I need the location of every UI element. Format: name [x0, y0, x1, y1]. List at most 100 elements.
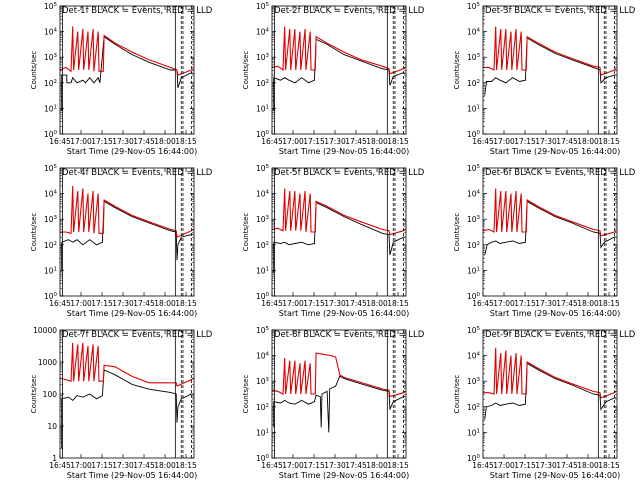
y-tick-label: 101 — [44, 266, 57, 275]
panel-title: Det-4f BLACK = Events, RED = LLD — [62, 168, 213, 178]
y-tick-label: 103 — [44, 215, 58, 224]
x-axis-label: Start Time (29-Nov-05 16:44:00) — [490, 147, 620, 156]
x-tick-label: 17:00 — [282, 461, 304, 470]
panel-title: Det-7f BLACK = Events, RED = LLD — [62, 330, 213, 340]
y-tick-label: 1 — [52, 454, 57, 463]
x-tick-label: 17:15 — [91, 461, 113, 470]
events-series-line — [273, 375, 406, 433]
y-axis-label: Counts/sec — [453, 213, 461, 252]
x-tick-label: 17:15 — [514, 137, 536, 146]
lld-series-line — [483, 26, 617, 76]
events-series-line — [61, 369, 194, 449]
plot-frame — [271, 167, 407, 297]
y-tick-label: 102 — [256, 241, 269, 250]
x-tick-label: 17:45 — [556, 299, 578, 308]
x-tick-label: 17:30 — [535, 137, 557, 146]
x-tick-label: 17:30 — [112, 461, 134, 470]
x-tick-label: 18:00 — [366, 461, 388, 470]
y-tick-label: 100 — [43, 390, 58, 399]
x-tick-label: 18:00 — [577, 461, 599, 470]
y-tick-label: 105 — [467, 164, 481, 173]
x-tick-label: 16:45 — [472, 299, 494, 308]
detector-panel: 100 101 102 103 104 105 16:45 17:00 17:15 17:30 17… — [242, 164, 425, 318]
y-tick-label: 104 — [256, 352, 270, 361]
x-tick-label: 17:45 — [133, 299, 155, 308]
x-tick-label: 16:45 — [472, 461, 494, 470]
detector-panel: 100 101 102 103 104 105 16:45 17:00 17:15 17:30 17… — [242, 326, 425, 480]
lld-series-line — [60, 185, 194, 238]
x-tick-label: 18:15 — [175, 461, 197, 470]
y-tick-label: 104 — [256, 28, 270, 37]
x-tick-label: 18:15 — [175, 137, 197, 146]
plot-frame — [482, 167, 618, 297]
y-tick-label: 100 — [256, 454, 270, 463]
lld-series-line — [59, 26, 194, 76]
lld-series-line — [271, 26, 406, 75]
events-series-line — [61, 35, 194, 111]
panel-title: Det-8f BLACK = Events, RED = LLD — [274, 330, 425, 340]
x-tick-label: 17:30 — [324, 461, 346, 470]
panel-title: Det-2f BLACK = Events, RED = LLD — [274, 6, 425, 16]
x-tick-label: 17:30 — [535, 461, 557, 470]
x-tick-label: 16:45 — [49, 137, 71, 146]
x-tick-label: 16:45 — [472, 137, 494, 146]
detector-panel: 100 101 102 103 104 105 16:45 17:00 17:15 17:30 17… — [30, 2, 213, 156]
x-tick-label: 18:00 — [154, 461, 176, 470]
x-tick-label: 17:00 — [70, 299, 92, 308]
y-tick-label: 10000 — [33, 326, 57, 335]
y-axis-label: Counts/sec — [30, 213, 38, 252]
y-tick-label: 103 — [467, 53, 481, 62]
y-axis-label: Counts/sec — [242, 51, 250, 90]
x-tick-label: 17:15 — [514, 299, 536, 308]
panel-title: Det-3f BLACK = Events, RED = LLD — [485, 6, 636, 16]
x-tick-label: 17:30 — [324, 137, 346, 146]
x-tick-label: 17:15 — [91, 137, 113, 146]
x-tick-label: 18:15 — [387, 461, 409, 470]
x-tick-label: 18:00 — [154, 299, 176, 308]
x-tick-label: 18:15 — [175, 299, 197, 308]
x-tick-label: 17:15 — [514, 461, 536, 470]
y-tick-label: 1000 — [38, 358, 57, 367]
x-tick-label: 17:00 — [493, 461, 515, 470]
x-tick-label: 17:00 — [493, 299, 515, 308]
x-tick-label: 18:00 — [577, 137, 599, 146]
y-tick-label: 105 — [256, 164, 270, 173]
y-tick-label: 101 — [467, 104, 480, 113]
x-tick-label: 18:00 — [154, 137, 176, 146]
y-tick-label: 105 — [256, 326, 270, 335]
x-tick-label: 16:45 — [261, 137, 283, 146]
panel-title: Det-5f BLACK = Events, RED = LLD — [274, 168, 425, 178]
y-tick-label: 101 — [467, 428, 480, 437]
x-tick-label: 17:45 — [556, 461, 578, 470]
plot-frame — [271, 329, 407, 459]
panel-title: Det-6f BLACK = Events, RED = LLD — [485, 168, 636, 178]
x-tick-label: 18:15 — [598, 461, 620, 470]
x-axis-label: Start Time (29-Nov-05 16:44:00) — [279, 147, 409, 156]
x-tick-label: 17:30 — [324, 299, 346, 308]
y-tick-label: 104 — [467, 28, 481, 37]
y-tick-label: 103 — [467, 215, 481, 224]
y-tick-label: 103 — [256, 377, 270, 386]
x-tick-label: 17:00 — [282, 299, 304, 308]
x-axis-label: Start Time (29-Nov-05 16:44:00) — [67, 147, 197, 156]
x-tick-label: 17:00 — [70, 461, 92, 470]
plot-frame — [59, 329, 195, 459]
x-tick-label: 16:45 — [49, 461, 71, 470]
x-tick-label: 17:45 — [345, 299, 367, 308]
x-tick-label: 18:00 — [366, 137, 388, 146]
x-axis-label: Start Time (29-Nov-05 16:44:00) — [67, 471, 197, 480]
y-tick-label: 104 — [44, 190, 58, 199]
y-tick-label: 101 — [256, 266, 269, 275]
lld-series-line — [271, 352, 406, 398]
y-tick-label: 105 — [467, 326, 481, 335]
y-tick-label: 100 — [467, 130, 481, 139]
x-axis-label: Start Time (29-Nov-05 16:44:00) — [490, 309, 620, 318]
y-tick-label: 103 — [467, 377, 481, 386]
y-axis-label: Counts/sec — [242, 213, 250, 252]
y-tick-label: 103 — [44, 53, 58, 62]
detector-panel: 100 101 102 103 104 105 16:45 17:00 17:15 17:30 17… — [242, 2, 425, 156]
y-axis-label: Counts/sec — [30, 375, 38, 414]
events-series-line — [484, 362, 617, 420]
x-axis-label: Start Time (29-Nov-05 16:44:00) — [279, 471, 409, 480]
